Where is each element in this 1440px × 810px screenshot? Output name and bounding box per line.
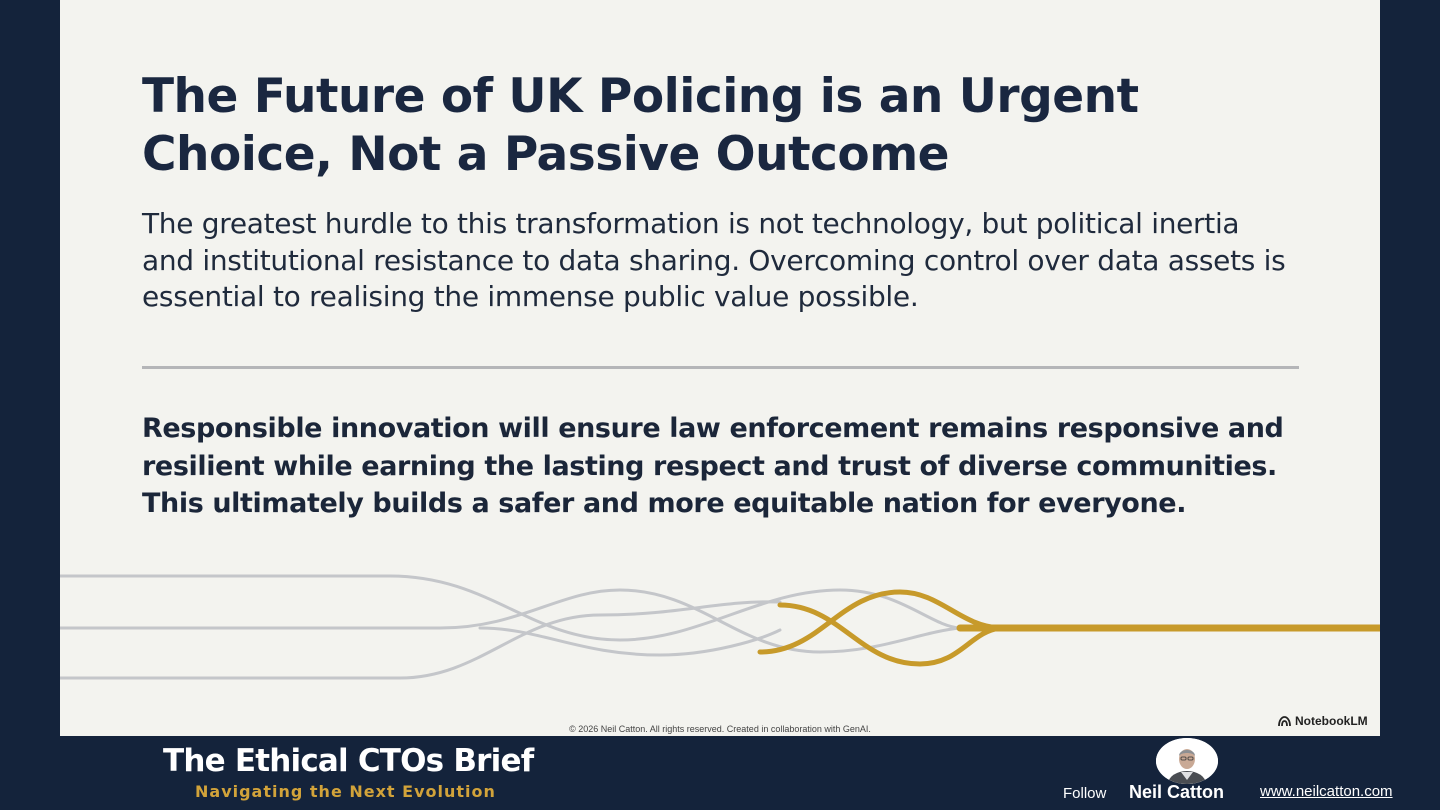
author-name[interactable]: Neil Catton: [1129, 782, 1225, 802]
converging-threads-graphic: [60, 574, 1380, 680]
thread-grey-4: [478, 626, 782, 657]
slide-subtitle: The greatest hurdle to this transformati…: [142, 207, 1286, 313]
divider: [142, 366, 1299, 369]
follow-label: Follow: [1063, 785, 1107, 802]
website-link[interactable]: www.neilcatton.com: [1260, 783, 1393, 800]
thread-gold-1: [757, 589, 1003, 655]
thread-grey-3: [60, 600, 782, 680]
author-photo-icon: [1156, 738, 1218, 784]
slide: The Future of UK Policing is an Urgent C…: [60, 0, 1380, 736]
copyright-notice: © 2026 Neil Catton. All rights reserved.…: [569, 724, 871, 734]
notebooklm-label: NotebookLM: [1295, 714, 1368, 728]
slide-emphasis-text: Responsible innovation will ensure law e…: [142, 413, 1284, 519]
thread-grey-1: [60, 574, 962, 642]
brand-subtitle: Navigating the Next Evolution: [195, 782, 496, 801]
brand-title: The Ethical CTOs Brief: [163, 743, 534, 779]
notebooklm-logo-icon: [1278, 715, 1291, 726]
notebooklm-watermark: NotebookLM: [1278, 714, 1368, 728]
thread-grey-2: [60, 588, 962, 654]
author-avatar[interactable]: [1156, 738, 1218, 784]
slide-title: The Future of UK Policing is an Urgent C…: [142, 69, 1139, 182]
thread-gold-2: [777, 602, 1003, 667]
